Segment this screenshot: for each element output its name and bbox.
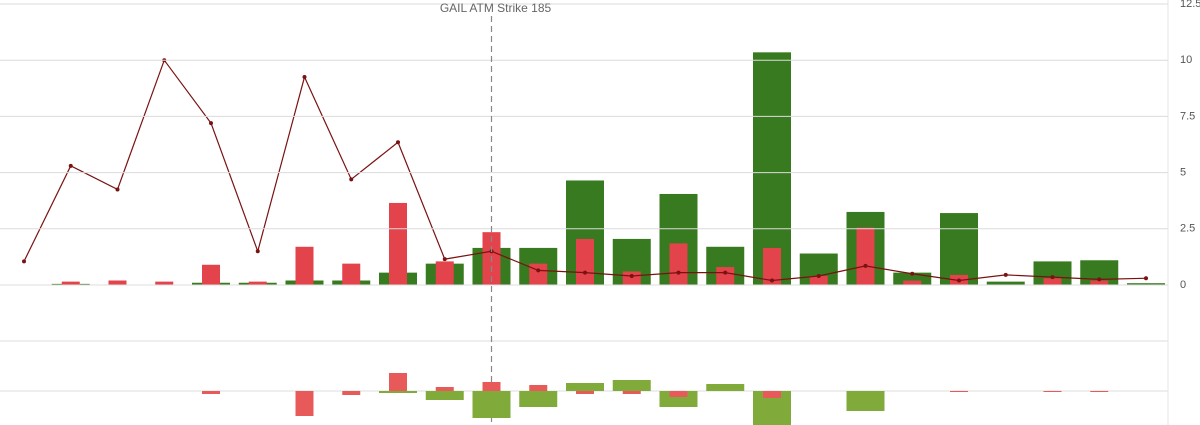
- y-tick-label: 5: [1180, 167, 1186, 179]
- bar: [940, 213, 978, 285]
- bar: [389, 373, 407, 391]
- plot-area: [202, 373, 1109, 425]
- point: [816, 274, 821, 279]
- bar: [472, 391, 511, 418]
- y-tick-label: 7.5: [1180, 110, 1195, 122]
- bar: [809, 276, 828, 285]
- bar: [753, 52, 791, 285]
- bar: [1033, 261, 1072, 285]
- point: [723, 270, 728, 275]
- bar: [202, 264, 220, 285]
- point: [22, 259, 26, 264]
- bar: [622, 391, 641, 394]
- bar: [435, 387, 454, 391]
- bar: [566, 383, 604, 391]
- point: [957, 278, 961, 283]
- bar: [202, 391, 220, 394]
- bar: [61, 281, 80, 285]
- point: [396, 140, 400, 145]
- point: [302, 75, 307, 80]
- point: [629, 274, 634, 279]
- bar: [856, 227, 875, 285]
- y-tick-label: 10: [1180, 54, 1192, 66]
- point: [68, 163, 73, 168]
- bar: [248, 281, 267, 285]
- bar: [1043, 391, 1062, 392]
- point: [1003, 272, 1008, 277]
- bar: [379, 391, 417, 393]
- point: [1050, 275, 1055, 280]
- bar: [342, 391, 361, 395]
- bar: [622, 271, 641, 285]
- bar: [706, 384, 745, 391]
- point: [676, 270, 681, 275]
- bar: [576, 238, 594, 285]
- bar: [1043, 278, 1062, 285]
- plot-area: [22, 52, 1165, 285]
- bar: [529, 263, 548, 285]
- bar: [519, 391, 558, 407]
- y-tick-label: 12.5: [1180, 0, 1200, 10]
- bar: [425, 391, 464, 400]
- annotation-label: GAIL ATM Strike 185: [440, 1, 552, 15]
- bar: [295, 246, 314, 285]
- bar: [108, 280, 127, 285]
- point: [583, 270, 587, 275]
- bar: [389, 202, 407, 285]
- bar: [950, 391, 968, 392]
- point: [910, 271, 915, 276]
- bar: [763, 391, 781, 398]
- bar: [1090, 280, 1109, 285]
- bar: [529, 385, 548, 391]
- bar: [903, 280, 922, 285]
- point: [209, 121, 213, 126]
- point: [1144, 276, 1148, 281]
- y-tick-label: 0: [1180, 279, 1186, 291]
- y-tick-label: 2.5: [1180, 223, 1195, 235]
- point: [863, 263, 868, 268]
- point: [536, 268, 541, 273]
- point: [770, 278, 774, 283]
- bar: [1090, 391, 1109, 392]
- bar: [763, 247, 781, 285]
- bar: [295, 391, 314, 416]
- bar: [716, 267, 735, 285]
- point: [115, 187, 120, 192]
- bar: [846, 391, 885, 411]
- point: [1097, 277, 1102, 282]
- bar: [155, 281, 174, 285]
- bar: [986, 281, 1025, 285]
- bar: [482, 382, 501, 391]
- point: [349, 177, 354, 182]
- point: [442, 257, 447, 262]
- bar: [659, 391, 698, 407]
- bar: [342, 263, 361, 285]
- bar: [576, 391, 594, 394]
- bar: [669, 243, 688, 285]
- bar: [612, 380, 651, 391]
- point: [255, 249, 260, 254]
- bar: [435, 261, 454, 285]
- bar: [669, 391, 688, 397]
- bar: [1127, 283, 1165, 285]
